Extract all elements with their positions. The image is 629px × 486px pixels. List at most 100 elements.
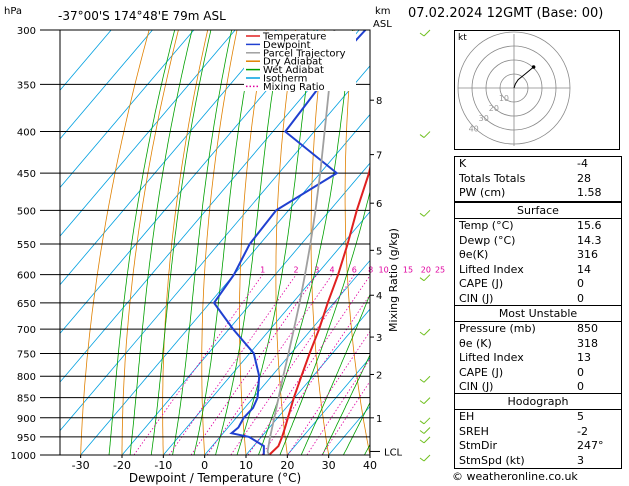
mixing-ratio-line (247, 274, 370, 455)
most-unstable-value: 318 (577, 336, 598, 350)
wet-adiabat-line (342, 401, 370, 455)
hodograph-label: SREH (459, 424, 489, 438)
temp-tick-label: 10 (239, 459, 253, 472)
most-unstable-label: CAPE (J) (459, 365, 504, 379)
temp-tick-label: 30 (322, 459, 336, 472)
mixing-ratio-line (168, 274, 297, 455)
hodograph-row: StmDir 247° (455, 439, 621, 454)
surface-label: CAPE (J) (459, 277, 504, 290)
wind-barb (419, 209, 431, 217)
index-value: -4 (577, 157, 588, 170)
parcel-trajectory-line (266, 30, 336, 455)
legend-background (244, 31, 356, 91)
wind-barb (419, 328, 431, 336)
wind-barb (419, 454, 431, 462)
hodograph-label: StmDir (459, 439, 498, 452)
plot-area (60, 0, 457, 472)
indices-panel: K -4 Totals Totals 28 PW (cm) 1.58 (454, 156, 622, 202)
index-label: PW (cm) (459, 186, 506, 199)
hodograph-value: 5 (577, 410, 584, 423)
surface-value: 15.6 (577, 219, 602, 232)
index-value: 28 (577, 171, 591, 185)
km-tick-label: 6 (376, 199, 382, 210)
dry-adiabat-line (162, 30, 209, 455)
pressure-tick-label: 400 (17, 128, 36, 139)
hodograph-title: Hodograph (455, 394, 621, 410)
wind-barb (419, 436, 431, 444)
mixing-ratio-line (190, 274, 318, 455)
mixing-ratio-label: 6 (352, 266, 357, 275)
dry-adiabat-line (410, 0, 457, 472)
index-label: Totals Totals (459, 171, 526, 185)
dry-adiabat-line (80, 30, 150, 455)
hodograph-ring-label: 10 (499, 94, 509, 103)
pressure-tick-label: 550 (17, 240, 36, 251)
mixing-ratio-label: 10 (379, 266, 389, 275)
pressure-tick-label: 450 (17, 169, 36, 180)
surface-label: Lifted Index (459, 262, 524, 276)
pressure-tick-label: 300 (17, 26, 36, 37)
index-label: K (459, 157, 467, 170)
km-tick-label: 2 (376, 370, 382, 381)
km-tick-label: 3 (376, 333, 382, 344)
temp-tick-label: -20 (113, 459, 131, 472)
isotherm-line (286, 357, 370, 455)
index-value: 1.58 (577, 186, 602, 199)
isotherm-line (80, 113, 370, 455)
most-unstable-panel: Most Unstable Pressure (mb) 850 θe (K) 318 L… (454, 305, 622, 396)
most-unstable-title: Most Unstable (455, 306, 621, 322)
hodograph-row: EH 5 (455, 410, 621, 425)
most-unstable-label: Pressure (mb) (459, 322, 536, 335)
most-unstable-value: 13 (577, 351, 591, 364)
most-unstable-value: 0 (577, 365, 584, 379)
most-unstable-row: Pressure (mb) 850 (455, 322, 621, 337)
surface-label: θe(K) (459, 248, 489, 261)
x-axis-label: Dewpoint / Temperature (°C) (129, 471, 301, 485)
surface-value: 0 (577, 291, 584, 305)
mixing-ratio-line (306, 358, 370, 455)
mixing-ratio-label: 3 (314, 266, 319, 275)
index-row: PW (cm) 1.58 (455, 186, 621, 201)
most-unstable-label: CIN (J) (459, 380, 494, 393)
wet-adiabat-line (150, 30, 212, 455)
pressure-tick-label: 600 (17, 271, 36, 282)
km-tick-label: 1 (376, 414, 382, 425)
y-axis-label: hPa (4, 6, 22, 17)
wind-barb (419, 375, 431, 383)
copyright-text: © weatheronline.co.uk (452, 470, 578, 483)
hodograph-ring-label: 40 (469, 124, 479, 133)
hodograph-label: StmSpd (kt) (459, 453, 525, 467)
surface-row: Temp (°C) 15.6 (455, 219, 621, 234)
wind-barb (419, 29, 431, 37)
mixing-ratio-line (133, 274, 263, 455)
surface-value: 0 (577, 277, 584, 290)
hodograph-label: EH (459, 410, 475, 423)
pressure-tick-label: 800 (17, 372, 36, 383)
most-unstable-row: CAPE (J) 0 (455, 366, 621, 381)
plot-frame (59, 29, 371, 456)
surface-row: CIN (J) 0 (455, 292, 621, 307)
isotherm-line (60, 30, 236, 237)
mixing-ratio-label: 20 (421, 266, 431, 275)
most-unstable-row: θe (K) 318 (455, 337, 621, 352)
temperature-line (268, 164, 370, 455)
km-tick-label: 7 (376, 151, 382, 162)
hodograph-value: 3 (577, 453, 584, 467)
temp-tick-label: -30 (72, 459, 90, 472)
wind-barb (419, 274, 431, 282)
surface-title: Surface (455, 203, 621, 219)
asl-unit-label: ASL (373, 19, 392, 30)
surface-label: Temp (°C) (459, 219, 514, 232)
hodograph-frame (454, 30, 620, 150)
isotherm-line (60, 65, 370, 432)
hodograph-value: 247° (577, 439, 604, 452)
km-tick-label: 8 (376, 96, 382, 107)
index-row: K -4 (455, 157, 621, 172)
isotherm-line (204, 259, 370, 455)
mixing-ratio-label: 1 (260, 266, 265, 275)
mixing-ratio-axis-label: Mixing Ratio (g/kg) (387, 228, 400, 332)
mixing-ratio-label: 8 (368, 266, 373, 275)
surface-value: 14 (577, 262, 591, 276)
